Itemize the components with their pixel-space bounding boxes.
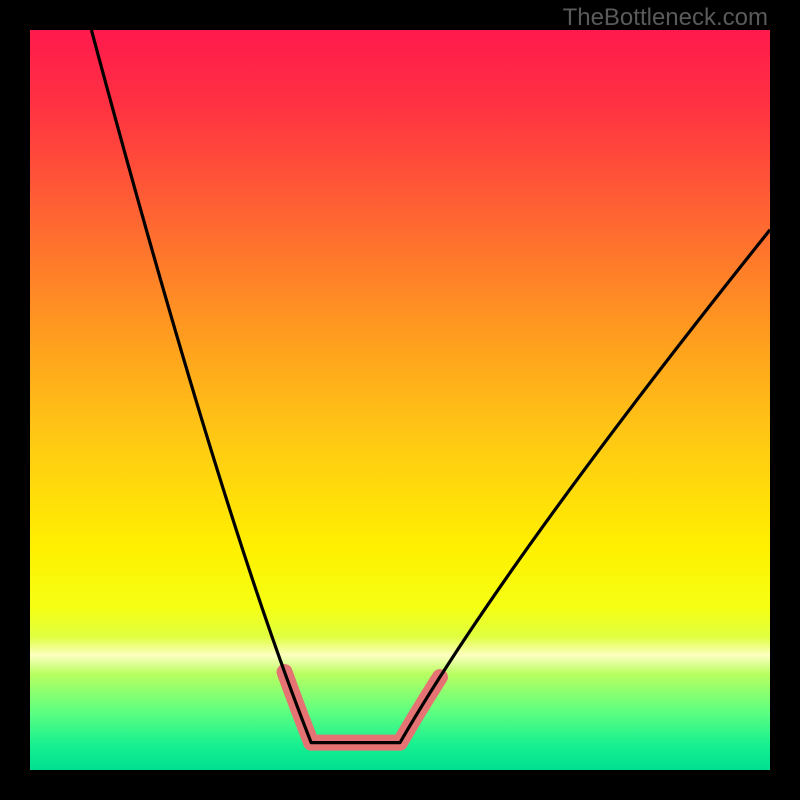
gradient-background — [30, 30, 770, 770]
chart-frame: TheBottleneck.com — [0, 0, 800, 800]
watermark-text: TheBottleneck.com — [563, 4, 768, 32]
bottleneck-chart — [30, 30, 770, 770]
